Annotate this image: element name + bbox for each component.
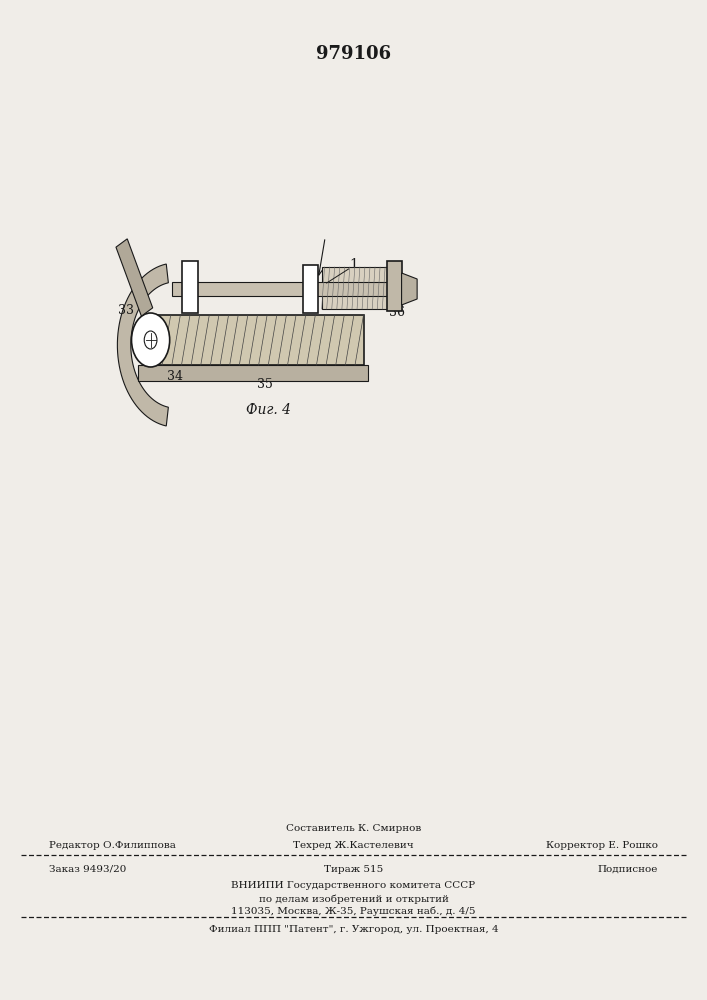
Polygon shape bbox=[152, 315, 364, 365]
Text: 1: 1 bbox=[349, 258, 358, 272]
Text: Фиг. 4: Фиг. 4 bbox=[246, 403, 291, 417]
Polygon shape bbox=[117, 264, 168, 426]
Text: ВНИИПИ Государственного комитета СССР: ВНИИПИ Государственного комитета СССР bbox=[231, 881, 476, 890]
Bar bbox=[182, 261, 198, 313]
Text: по делам изобретений и открытий: по делам изобретений и открытий bbox=[259, 894, 448, 904]
Polygon shape bbox=[402, 273, 417, 305]
Bar bbox=[322, 267, 392, 309]
Text: Техред Ж.Кастелевич: Техред Ж.Кастелевич bbox=[293, 841, 414, 850]
Bar bbox=[138, 365, 368, 381]
Text: Подписное: Подписное bbox=[597, 865, 658, 874]
Circle shape bbox=[132, 313, 170, 367]
Bar bbox=[172, 282, 407, 296]
Bar bbox=[303, 265, 318, 313]
Text: Составитель К. Смирнов: Составитель К. Смирнов bbox=[286, 824, 421, 833]
Text: Заказ 9493/20: Заказ 9493/20 bbox=[49, 865, 127, 874]
Bar bbox=[387, 261, 402, 311]
Text: 36: 36 bbox=[390, 306, 405, 318]
Polygon shape bbox=[116, 239, 153, 316]
Text: Редактор О.Филиппова: Редактор О.Филиппова bbox=[49, 841, 176, 850]
Text: 979106: 979106 bbox=[316, 45, 391, 63]
Text: 34: 34 bbox=[168, 370, 183, 383]
Text: 113035, Москва, Ж-35, Раушская наб., д. 4/5: 113035, Москва, Ж-35, Раушская наб., д. … bbox=[231, 907, 476, 916]
Text: 35: 35 bbox=[257, 377, 273, 390]
Text: Филиал ППП "Патент", г. Ужгород, ул. Проектная, 4: Филиал ППП "Патент", г. Ужгород, ул. Про… bbox=[209, 925, 498, 934]
Text: 33: 33 bbox=[118, 304, 134, 316]
Text: Корректор Е. Рошко: Корректор Е. Рошко bbox=[546, 841, 658, 850]
Text: Тираж 515: Тираж 515 bbox=[324, 865, 383, 874]
